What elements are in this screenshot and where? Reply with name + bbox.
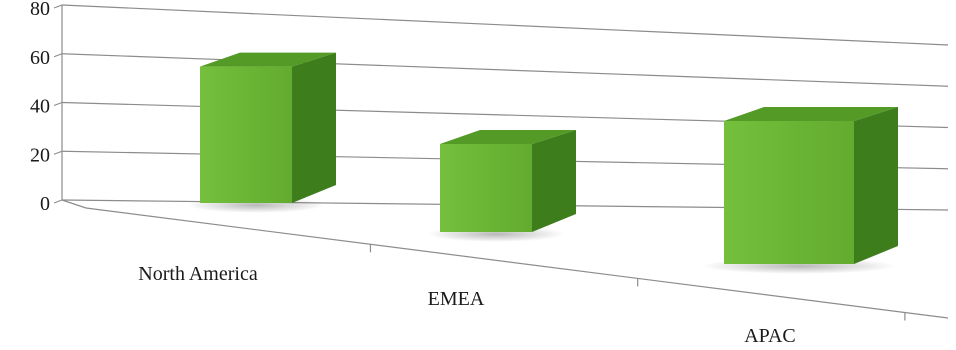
- category-label-2: APAC: [744, 325, 796, 347]
- axis-tick-3: [53, 53, 63, 58]
- y-tick-label-1: 20: [30, 144, 50, 166]
- bar-front-2: [724, 121, 854, 264]
- x-axis-line: [85, 207, 949, 319]
- y-tick-label-3: 60: [30, 47, 50, 69]
- gridline-3: [61, 53, 949, 87]
- bar-side-1: [532, 130, 576, 232]
- bar-top-1: [440, 130, 576, 144]
- floor-left-edge: [61, 199, 87, 209]
- category-label-0: North America: [138, 263, 258, 285]
- bar-1: [427, 130, 576, 242]
- bar-0: [187, 52, 336, 213]
- bar-front-0: [200, 66, 292, 203]
- bar-2: [701, 107, 898, 274]
- bar-side-0: [292, 52, 336, 203]
- bar-top-2: [724, 107, 898, 121]
- label-layer: 0 20 40 60 80 North America EMEA APAC: [30, 0, 796, 347]
- axis-tick-4: [53, 4, 63, 9]
- y-tick-label-0: 0: [40, 193, 50, 215]
- category-label-1: EMEA: [428, 288, 485, 310]
- gridline-4: [61, 4, 949, 46]
- axis-tick-2: [53, 101, 63, 107]
- axis-tick-0: [53, 199, 63, 204]
- bar-layer: [187, 52, 898, 274]
- y-tick-label-4: 80: [30, 0, 50, 20]
- bar-top-0: [200, 52, 336, 67]
- axis-layer: [53, 4, 949, 321]
- bar-side-2: [854, 107, 898, 264]
- y-tick-label-2: 40: [30, 96, 50, 118]
- axis-tick-1: [53, 150, 63, 155]
- bar-front-1: [440, 144, 532, 232]
